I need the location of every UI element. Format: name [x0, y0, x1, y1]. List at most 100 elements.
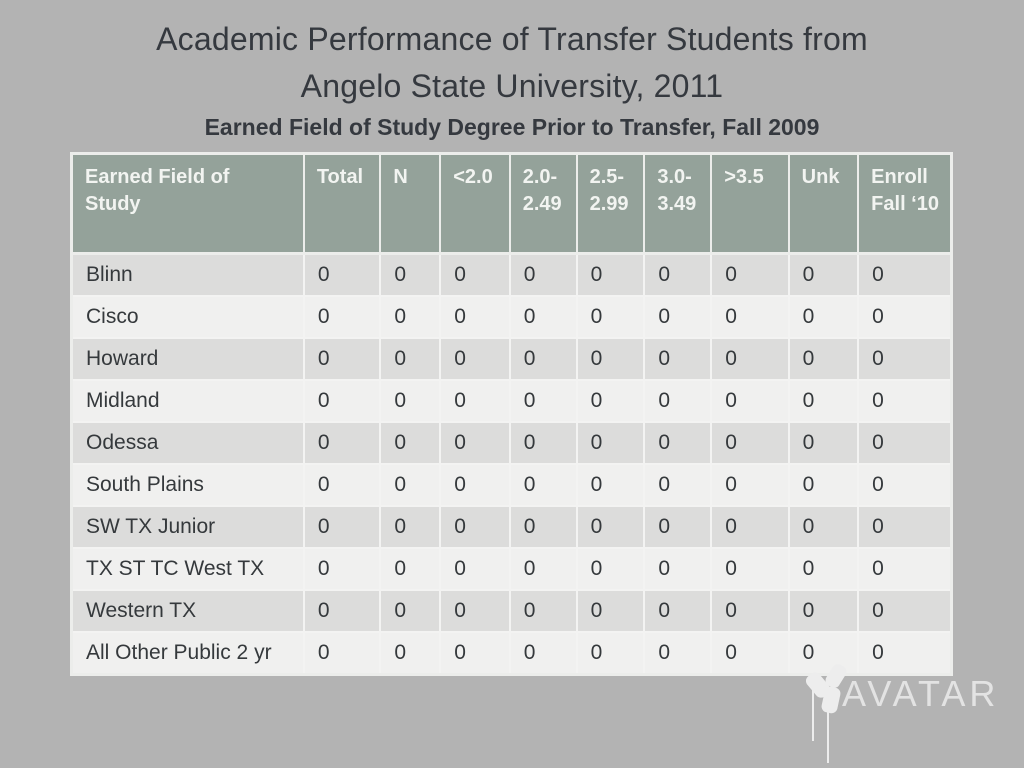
value-cell: 0: [509, 464, 578, 507]
value-cell: 0: [440, 422, 511, 465]
value-cell: 0: [711, 590, 790, 633]
column-header: Enroll Fall ‘10: [858, 153, 952, 255]
value-cell: 0: [576, 338, 646, 381]
value-cell: 0: [509, 422, 578, 465]
table-row: Blinn 0 0 0 0 0 0 0 0 0: [71, 253, 952, 297]
value-cell: 0: [788, 548, 860, 591]
row-label-cell: Western TX: [71, 590, 305, 633]
table-header: Earned Field of Study Total N <2.0 2.0-2.49 2…: [71, 153, 952, 255]
column-header: 3.0-3.49: [644, 153, 713, 255]
value-cell: 0: [440, 632, 511, 675]
row-label-cell: Midland: [71, 380, 305, 423]
value-cell: 0: [858, 253, 952, 297]
value-cell: 0: [644, 296, 713, 339]
value-cell: 0: [788, 338, 860, 381]
value-cell: 0: [858, 296, 952, 339]
value-cell: 0: [711, 632, 790, 675]
value-cell: 0: [576, 506, 646, 549]
value-cell: 0: [788, 506, 860, 549]
value-cell: 0: [303, 590, 382, 633]
value-cell: 0: [380, 464, 442, 507]
value-cell: 0: [576, 380, 646, 423]
value-cell: 0: [509, 380, 578, 423]
column-header: 2.5-2.99: [576, 153, 646, 255]
value-cell: 0: [576, 422, 646, 465]
value-cell: 0: [440, 506, 511, 549]
value-cell: 0: [644, 253, 713, 297]
value-cell: 0: [509, 506, 578, 549]
row-label-cell: Howard: [71, 338, 305, 381]
title-line-1: Academic Performance of Transfer Student…: [156, 21, 868, 57]
value-cell: 0: [711, 506, 790, 549]
value-cell: 0: [858, 548, 952, 591]
value-cell: 0: [509, 548, 578, 591]
value-cell: 0: [380, 338, 442, 381]
value-cell: 0: [858, 422, 952, 465]
value-cell: 0: [440, 464, 511, 507]
value-cell: 0: [788, 632, 860, 675]
value-cell: 0: [644, 338, 713, 381]
avatar-logo: AVATAR: [800, 662, 1010, 768]
value-cell: 0: [303, 253, 382, 297]
table-row: Howard 0 0 0 0 0 0 0 0 0: [71, 338, 952, 381]
pinwheel-icon: [805, 664, 847, 763]
column-header: Total: [303, 153, 382, 255]
column-header: N: [380, 153, 442, 255]
value-cell: 0: [576, 548, 646, 591]
value-cell: 0: [858, 632, 952, 675]
value-cell: 0: [440, 380, 511, 423]
value-cell: 0: [788, 422, 860, 465]
value-cell: 0: [711, 380, 790, 423]
value-cell: 0: [380, 380, 442, 423]
value-cell: 0: [509, 296, 578, 339]
value-cell: 0: [380, 422, 442, 465]
column-header: <2.0: [440, 153, 511, 255]
table-row: SW TX Junior 0 0 0 0 0 0 0 0 0: [71, 506, 952, 549]
value-cell: 0: [380, 506, 442, 549]
row-label-cell: South Plains: [71, 464, 305, 507]
value-cell: 0: [788, 253, 860, 297]
column-header: 2.0-2.49: [509, 153, 578, 255]
value-cell: 0: [440, 253, 511, 297]
value-cell: 0: [644, 632, 713, 675]
value-cell: 0: [711, 253, 790, 297]
column-header: Earned Field of Study: [71, 153, 305, 255]
value-cell: 0: [509, 338, 578, 381]
value-cell: 0: [576, 253, 646, 297]
column-header: >3.5: [711, 153, 790, 255]
table-row: TX ST TC West TX 0 0 0 0 0 0 0 0 0: [71, 548, 952, 591]
value-cell: 0: [576, 296, 646, 339]
row-label-cell: Cisco: [71, 296, 305, 339]
value-cell: 0: [509, 632, 578, 675]
value-cell: 0: [711, 422, 790, 465]
title-line-2: Angelo State University, 2011: [300, 68, 724, 104]
value-cell: 0: [644, 380, 713, 423]
value-cell: 0: [440, 590, 511, 633]
table-row: All Other Public 2 yr 0 0 0 0 0 0 0 0 0: [71, 632, 952, 675]
row-label-cell: All Other Public 2 yr: [71, 632, 305, 675]
value-cell: 0: [303, 338, 382, 381]
value-cell: 0: [644, 590, 713, 633]
value-cell: 0: [788, 590, 860, 633]
value-cell: 0: [788, 464, 860, 507]
value-cell: 0: [380, 590, 442, 633]
slide-subtitle: Earned Field of Study Degree Prior to Tr…: [204, 114, 820, 140]
value-cell: 0: [440, 338, 511, 381]
table-row: Western TX 0 0 0 0 0 0 0 0 0: [71, 590, 952, 633]
value-cell: 0: [711, 464, 790, 507]
value-cell: 0: [858, 590, 952, 633]
value-cell: 0: [711, 548, 790, 591]
table-body: Blinn 0 0 0 0 0 0 0 0 0 Cisco 0 0 0 0 0 0 0 0 0 Howard 0 0 0 0 0 0…: [71, 253, 952, 675]
value-cell: 0: [858, 506, 952, 549]
value-cell: 0: [576, 464, 646, 507]
column-header: Unk: [788, 153, 860, 255]
value-cell: 0: [303, 380, 382, 423]
value-cell: 0: [858, 380, 952, 423]
avatar-logo-text: AVATAR: [842, 673, 1000, 714]
value-cell: 0: [788, 380, 860, 423]
value-cell: 0: [303, 422, 382, 465]
value-cell: 0: [303, 632, 382, 675]
results-table: Earned Field of Study Total N <2.0 2.0-2.49 2…: [70, 152, 953, 676]
value-cell: 0: [440, 296, 511, 339]
table-row: Cisco 0 0 0 0 0 0 0 0 0: [71, 296, 952, 339]
